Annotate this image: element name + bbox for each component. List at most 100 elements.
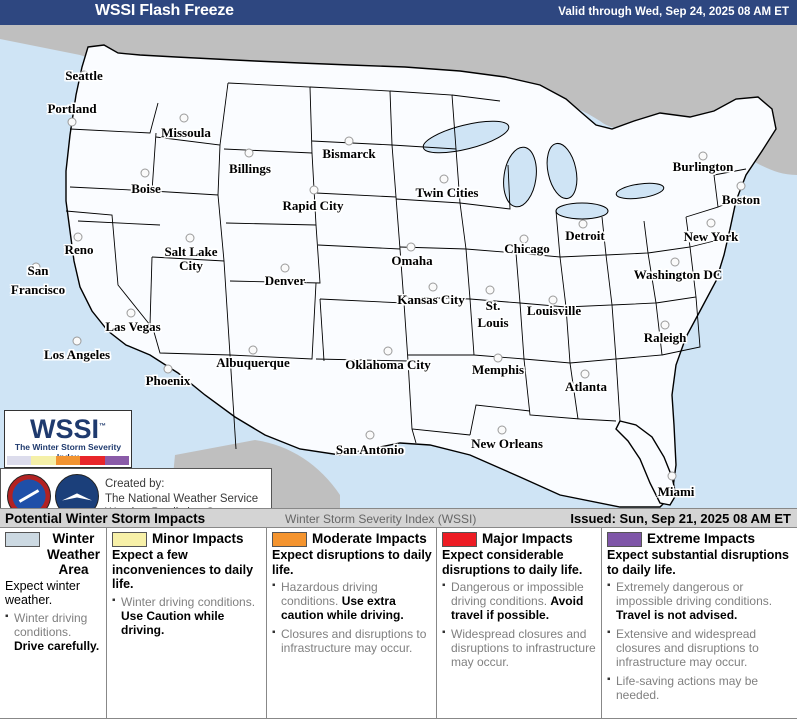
legend-swatch-icon: [272, 532, 307, 547]
city-dot: [548, 295, 558, 305]
wssi-bar-swatch-4: [104, 456, 130, 465]
legend-column-minor-impacts[interactable]: Minor Impacts Expect a few inconvenience…: [107, 528, 267, 718]
legend-column-moderate-impacts[interactable]: Moderate Impacts Expect disruptions to d…: [267, 528, 437, 718]
city-dot: [580, 369, 590, 379]
city-dot: [365, 430, 375, 440]
city-dot: [428, 282, 438, 292]
city-dot: [736, 181, 746, 191]
legend-bullet: Extensive and widespread closures and di…: [607, 626, 793, 669]
city-label-kansas-city: Kansas City: [397, 292, 465, 307]
credit-line-3: Weather Prediction Center: [105, 506, 258, 508]
city-label-louis: Louis: [477, 315, 509, 330]
legend-bullet: Dangerous or impossible driving conditio…: [442, 579, 597, 622]
legend-bullet: Winter driving conditions. Use Caution w…: [112, 594, 262, 637]
city-dot: [31, 262, 41, 272]
lake-superior: [422, 120, 510, 154]
city-label-albuquerque: Albuquerque: [216, 355, 290, 370]
city-dot: [670, 257, 680, 267]
city-dot: [706, 218, 716, 228]
app-header: WSSI Flash Freeze Valid through Wed, Sep…: [0, 0, 797, 25]
city-label-phoenix: Phoenix: [145, 373, 191, 388]
map-geography: [0, 25, 797, 508]
city-dot: [140, 168, 150, 178]
city-label-las-vegas: Las Vegas: [105, 319, 161, 334]
city-dot: [248, 345, 258, 355]
legend-bullet: Closures and disruptions to infrastructu…: [272, 626, 432, 655]
city-label-reno: Reno: [64, 242, 94, 257]
city-dot: [406, 242, 416, 252]
legend-summary: Expect a few inconveniences to daily lif…: [112, 548, 254, 591]
legend-header: Minor Impacts: [112, 531, 262, 547]
city-label-salt-lake: Salt Lake: [164, 244, 218, 259]
city-dot: [126, 308, 136, 318]
bullet-plain: Dangerous or impossible driving conditio…: [451, 580, 584, 608]
legend-header: Moderate Impacts: [272, 531, 432, 547]
city-label-st: St.: [485, 298, 501, 313]
legend-bullet: Widespread closures and disruptions to i…: [442, 626, 597, 669]
wssi-bar-swatch-0: [7, 456, 32, 465]
city-label-raleigh: Raleigh: [643, 330, 687, 345]
us-map[interactable]: Seattle Portland Missoula Billings Bisma…: [0, 25, 797, 508]
city-label-chicago: Chicago: [504, 241, 550, 256]
city-label-san: San: [27, 263, 49, 278]
city-label-seattle: Seattle: [65, 68, 103, 83]
city-label-san-antonio: San Antonio: [335, 442, 405, 457]
city-label-louisville: Louisville: [526, 303, 582, 318]
legend-category-title: Winter Weather Area: [46, 531, 101, 577]
bullet-plain: Life-saving actions may be needed.: [616, 674, 759, 702]
credit-line-1: Created by:: [105, 478, 165, 490]
city-dot: [439, 174, 449, 184]
legend-column-extreme-impacts[interactable]: Extreme Impacts Expect substantial disru…: [602, 528, 797, 718]
city-label-detroit: Detroit: [565, 228, 605, 243]
legend-category-title: Extreme Impacts: [647, 531, 756, 546]
city-dot: [72, 336, 82, 346]
city-label-new-york: New York: [683, 229, 739, 244]
legend-bullet-list: Hazardous driving conditions. Use extra …: [272, 579, 432, 655]
city-label-washington-dc: Washington DC: [633, 267, 723, 282]
city-dot: [73, 232, 83, 242]
city-label-twin-cities: Twin Cities: [415, 185, 479, 200]
city-label-new-orleans: New Orleans: [471, 436, 543, 451]
bullet-bold: Avoid travel if possible.: [451, 594, 584, 622]
lake-huron: [546, 142, 578, 200]
city-label-burlington: Burlington: [672, 159, 734, 174]
city-label-bismarck: Bismarck: [322, 146, 376, 161]
legend-header: Major Impacts: [442, 531, 597, 547]
conus-landmass: [65, 44, 777, 508]
legend-column-winter-weather-area[interactable]: Winter Weather Area Expect winter weathe…: [0, 528, 107, 718]
city-label-boise: Boise: [131, 181, 161, 196]
city-dot: [244, 148, 254, 158]
legend-category-title: Moderate Impacts: [312, 531, 427, 546]
nws-seal-icon: [7, 474, 51, 508]
city-dot: [67, 117, 77, 127]
florida-peninsula: [615, 420, 677, 506]
city-dot: [185, 233, 195, 243]
city-dot: [667, 471, 677, 481]
issued-text: Issued: Sun, Sep 21, 2025 08 AM ET: [570, 511, 791, 526]
credit-text: Created by: The National Weather Service…: [105, 477, 258, 508]
lake-erie: [555, 202, 609, 220]
city-label-oklahoma-city: Oklahoma City: [345, 357, 431, 372]
city-label-missoula: Missoula: [161, 125, 211, 140]
bullet-plain: Extremely dangerous or impossible drivin…: [616, 580, 773, 608]
bullet-plain: Widespread closures and disruptions to i…: [451, 627, 596, 669]
legend-summary: Expect disruptions to daily life.: [272, 548, 432, 577]
legend-summary: Expect considerable disruptions to daily…: [442, 548, 583, 577]
lake-ontario: [615, 182, 665, 200]
city-label-memphis: Memphis: [472, 362, 524, 377]
legend-bullet-list: Winter driving conditions. Drive careful…: [5, 610, 102, 653]
wssi-bar-swatch-2: [55, 456, 81, 465]
legend-swatch-icon: [5, 532, 40, 547]
legend-bullet: Winter driving conditions. Drive careful…: [5, 610, 102, 653]
city-label-atlanta: Atlanta: [565, 379, 607, 394]
legend-bullet-list: Winter driving conditions. Use Caution w…: [112, 594, 262, 637]
city-label-billings: Billings: [229, 161, 271, 176]
legend-column-major-impacts[interactable]: Major Impacts Expect considerable disrup…: [437, 528, 602, 718]
legend-swatch-icon: [442, 532, 477, 547]
city-dot: [280, 263, 290, 273]
city-dot: [493, 353, 503, 363]
legend-bullet: Hazardous driving conditions. Use extra …: [272, 579, 432, 622]
state-boundaries: [65, 82, 747, 450]
page-title: WSSI Flash Freeze: [95, 2, 234, 19]
